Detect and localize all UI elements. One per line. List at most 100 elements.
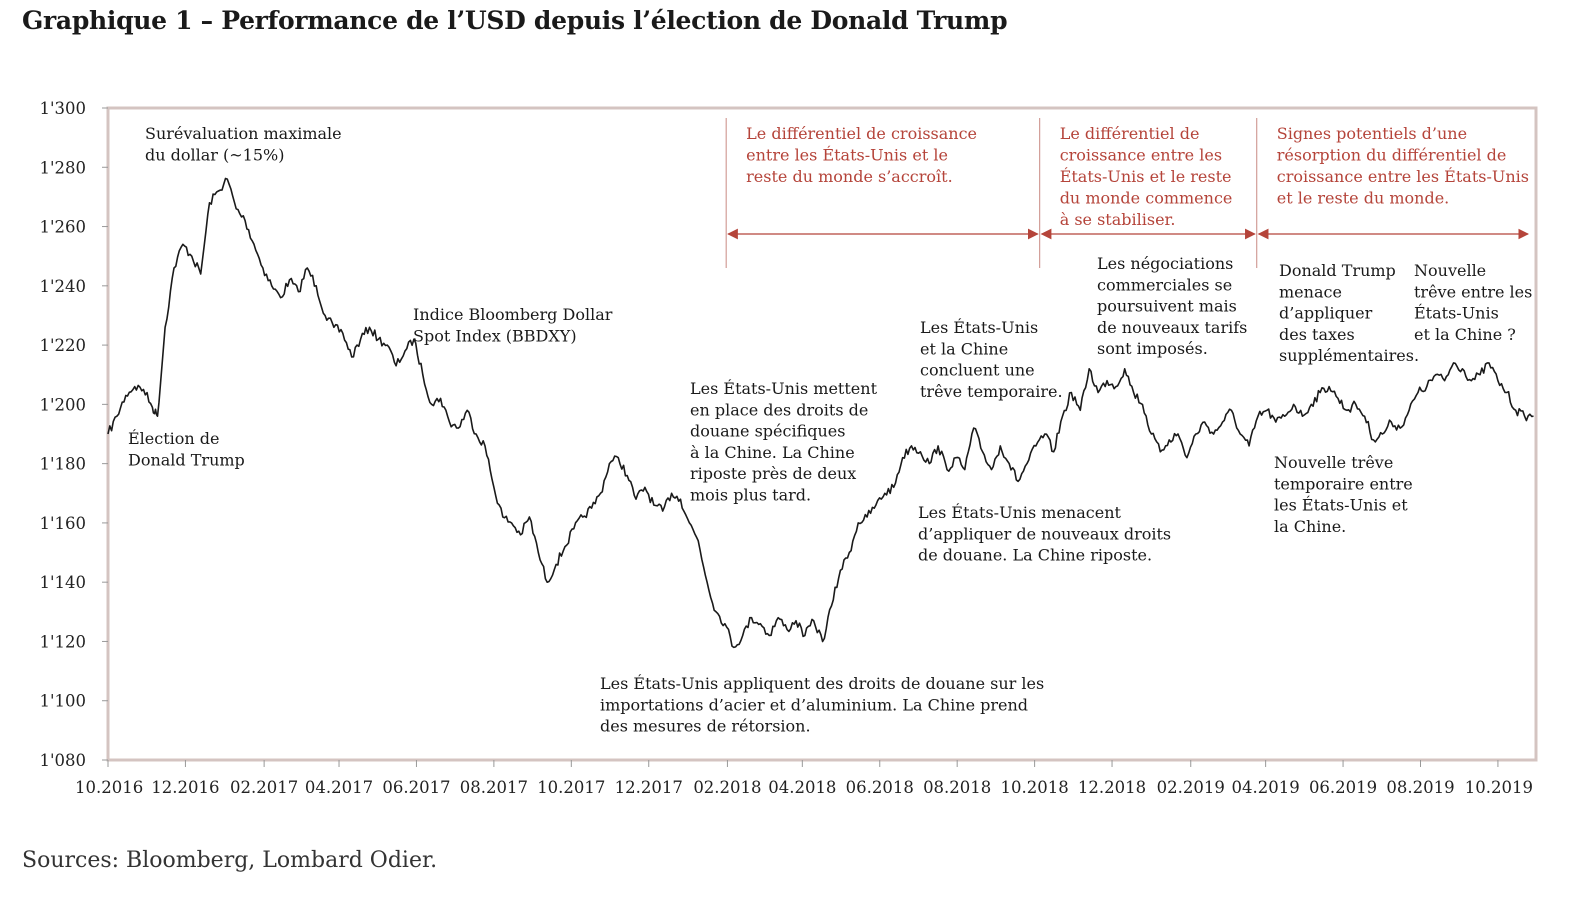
annotation-line: mois plus tard. [690, 486, 811, 505]
x-axis: 10.2016 12.2016 02.2017 04.2017 06.2017 08.20… [75, 760, 1533, 797]
phase-label-line: du monde commence [1060, 189, 1233, 208]
y-tick-label: 1'140 [39, 573, 86, 592]
y-tick-label: 1'280 [39, 158, 86, 177]
sources-note: Sources: Bloomberg, Lombard Odier. [22, 848, 438, 873]
annotation-line: des mesures de rétorsion. [600, 717, 811, 736]
annotation-new-tariffs-threat: Les États-Unis menacent d’appliquer de no… [918, 502, 1171, 565]
annotation-line: Nouvelle trêve [1274, 453, 1393, 472]
annotation-line: d’appliquer de nouveaux droits [918, 524, 1171, 543]
annotation-line: du dollar (~15%) [145, 145, 284, 164]
annotation-line: d’appliquer [1279, 304, 1373, 323]
annotation-max-overvaluation: Surévaluation maximale du dollar (~15%) [145, 124, 342, 164]
annotation-line: concluent une [920, 361, 1035, 380]
phase-label-line: Le différentiel de [1060, 124, 1200, 143]
annotation-line: Élection de [128, 428, 220, 448]
annotation-line: de douane. La Chine riposte. [918, 546, 1152, 565]
x-tick-label: 02.2019 [1157, 778, 1225, 797]
annotation-line: Les États-Unis [920, 317, 1038, 337]
y-tick-label: 1'100 [39, 692, 86, 711]
y-tick-label: 1'240 [39, 277, 86, 296]
x-tick-label: 12.2018 [1078, 778, 1146, 797]
annotation-line: riposte près de deux [690, 464, 856, 483]
phase-label: Signes potentiels d’une résorption du dif… [1277, 124, 1529, 208]
x-tick-label: 06.2019 [1309, 778, 1377, 797]
annotation-line: supplémentaires. [1279, 346, 1419, 365]
phase-label-line: résorption du différentiel de [1277, 146, 1507, 165]
x-tick-label: 06.2018 [846, 778, 914, 797]
x-tick-label: 10.2018 [1000, 778, 1068, 797]
annotation-line: des taxes [1279, 325, 1355, 344]
y-tick-label: 1'180 [39, 455, 86, 474]
annotation-line: sont imposés. [1097, 339, 1208, 358]
phase-label-line: Le différentiel de croissance [746, 124, 977, 143]
annotation-line: et la Chine ? [1414, 325, 1516, 344]
y-tick-label: 1'120 [39, 632, 86, 651]
phase-label-line: reste du monde s’accroît. [746, 167, 953, 186]
annotation-china-duties: Les États-Unis mettent en place des droit… [690, 378, 878, 505]
phase-label-line: croissance entre les [1060, 146, 1222, 165]
y-axis: 1'080 1'100 1'120 1'140 1'160 1'180 1'200 1'220… [39, 99, 108, 770]
annotation-line: temporaire entre [1274, 474, 1413, 493]
annotation-line: douane spécifiques [690, 422, 845, 441]
x-tick-label: 04.2017 [305, 778, 373, 797]
growth-phases: Le différentiel de croissance entre les É… [725, 118, 1530, 268]
annotation-trump-threatens: Donald Trump menace d’appliquer des taxes su… [1279, 261, 1419, 365]
x-tick-label: 08.2018 [923, 778, 991, 797]
annotation-line: Les négociations [1097, 254, 1233, 273]
annotation-line: et la Chine [920, 339, 1008, 358]
phase-label: Le différentiel de croissance entre les Ét… [1060, 124, 1233, 229]
annotation-line: commerciales se [1097, 275, 1232, 294]
annotation-line: Les États-Unis appliquent des droits de … [600, 673, 1044, 693]
x-tick-label: 10.2017 [537, 778, 605, 797]
annotation-line: Spot Index (BBDXY) [413, 326, 577, 345]
annotation-negotiations: Les négociations commerciales se poursuive… [1097, 254, 1247, 358]
phase-label-line: croissance entre les États-Unis [1277, 166, 1529, 186]
x-tick-label: 10.2016 [75, 778, 143, 797]
annotation-line: Les États-Unis mettent [690, 378, 878, 398]
x-tick-label: 08.2019 [1386, 778, 1454, 797]
y-tick-label: 1'160 [39, 514, 86, 533]
chart-title: Graphique 1 – Performance de l’USD depui… [22, 6, 1008, 35]
bbdxy-series-line [107, 177, 1534, 649]
y-tick-label: 1'220 [39, 336, 86, 355]
annotation-line: menace [1279, 282, 1342, 301]
x-tick-label: 04.2019 [1232, 778, 1300, 797]
phase-label-line: entre les États-Unis et le [746, 145, 948, 165]
x-tick-label: 04.2018 [768, 778, 836, 797]
y-tick-label: 1'300 [39, 99, 86, 118]
annotation-line: Surévaluation maximale [145, 124, 342, 143]
phase-label-line: à se stabiliser. [1060, 210, 1176, 229]
annotation-line: Les États-Unis menacent [918, 502, 1122, 522]
x-tick-label: 02.2017 [230, 778, 298, 797]
annotation-line: États-Unis [1414, 303, 1499, 323]
x-tick-label: 08.2017 [460, 778, 528, 797]
annotation-line: Nouvelle [1414, 261, 1486, 280]
annotation-line: la Chine. [1274, 517, 1346, 536]
annotation-steel-tariffs: Les États-Unis appliquent des droits de … [600, 673, 1044, 736]
annotation-trump-election: Élection de Donald Trump [128, 428, 245, 469]
annotation-series-label: Indice Bloomberg Dollar Spot Index (BBDXY… [413, 305, 613, 345]
x-tick-label: 02.2018 [693, 778, 761, 797]
annotation-line: Indice Bloomberg Dollar [413, 305, 613, 324]
annotation-line: trêve temporaire. [920, 382, 1063, 401]
annotation-temporary-truce-1: Les États-Unis et la Chine concluent une tr… [920, 317, 1063, 401]
annotation-line: à la Chine. La Chine [690, 443, 855, 462]
phase-label-line: Signes potentiels d’une [1277, 124, 1467, 143]
annotation-line: Donald Trump [1279, 261, 1396, 280]
y-tick-label: 1'080 [39, 751, 86, 770]
phase-label: Le différentiel de croissance entre les É… [746, 124, 977, 186]
phase-label-line: États-Unis et le reste [1060, 166, 1232, 186]
annotation-line: Donald Trump [128, 450, 245, 469]
phase-label-line: et le reste du monde. [1277, 189, 1450, 208]
annotation-line: importations d’acier et d’aluminium. La … [600, 695, 1028, 714]
y-tick-label: 1'260 [39, 218, 86, 237]
annotation-temporary-truce-2: Nouvelle trêve temporaire entre les États-… [1274, 453, 1413, 536]
event-annotations: Surévaluation maximale du dollar (~15%) Él… [128, 124, 1532, 736]
annotation-line: en place des droits de [690, 400, 868, 419]
annotation-line: poursuivent mais [1097, 297, 1237, 316]
annotation-line: trêve entre les [1414, 282, 1532, 301]
annotation-line: de nouveaux tarifs [1097, 318, 1247, 337]
annotation-line: les États-Unis et [1274, 495, 1408, 515]
y-tick-label: 1'200 [39, 395, 86, 414]
